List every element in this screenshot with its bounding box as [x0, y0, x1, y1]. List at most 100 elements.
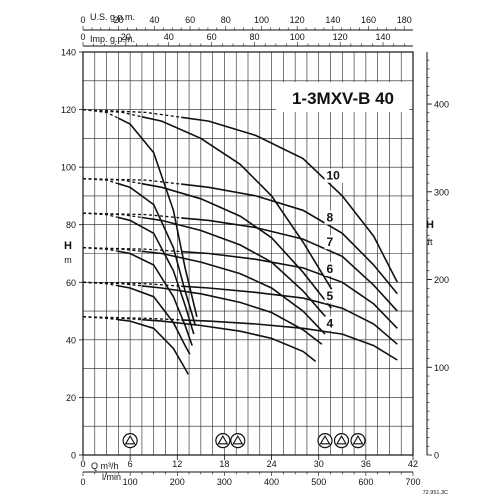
right-axis-tick-label: 400 [434, 100, 449, 110]
plot-frame [82, 51, 414, 456]
top-us-tick-label: 20 [114, 15, 124, 25]
top-us-tick-label: 180 [397, 15, 412, 25]
bottom-lmin-label: l/min [102, 472, 121, 482]
curve-7-solid [181, 217, 398, 312]
curve-10-solid [141, 116, 336, 295]
right-axis-tick-label: 100 [434, 363, 449, 373]
top-us-tick-label: 0 [80, 15, 85, 25]
top-us-tick-label: 40 [149, 15, 159, 25]
left-axis-tick-label: 100 [61, 163, 76, 173]
bottom-m3h-tick-label: 12 [172, 459, 182, 469]
curve-6-solid [118, 250, 193, 346]
curve-10-solid [118, 117, 198, 317]
bottom-m3h-tick-label: 36 [361, 459, 371, 469]
left-axis-tick-label: 80 [66, 220, 76, 230]
top-us-tick-label: 120 [290, 15, 305, 25]
top-us-tick-label: 140 [325, 15, 340, 25]
bottom-lmin-tick-label: 700 [405, 477, 420, 487]
bottom-m3h-tick-label: 0 [80, 459, 85, 469]
curve-label-bg [324, 289, 338, 304]
top-imp-tick-label: 40 [164, 32, 174, 42]
bottom-lmin-tick-label: 300 [217, 477, 232, 487]
bottom-lmin-tick-label: 0 [80, 477, 85, 487]
footer-code: 72.951.3C [423, 490, 448, 496]
top-us-tick-label: 80 [221, 15, 231, 25]
left-axis-tick-label: 140 [61, 48, 76, 58]
bottom-m3h-tick-label: 42 [408, 459, 418, 469]
right-axis-tick-label: 200 [434, 275, 449, 285]
left-axis-tick-label: 0 [71, 451, 76, 461]
top-us-tick-label: 60 [185, 15, 195, 25]
top-us-tick-label: 160 [361, 15, 376, 25]
pole-symbol-triangle [352, 435, 364, 445]
curve-label-4: 4 [327, 316, 334, 330]
bottom-m3h-tick-label: 18 [219, 459, 229, 469]
left-axis-tick-label: 40 [66, 335, 76, 345]
pole-symbol-triangle [319, 435, 331, 445]
top-us-gpm-label: U.S. g.p.m. [90, 12, 135, 22]
curve-6-dashed [82, 247, 182, 253]
curve-4-solid [141, 318, 317, 363]
curve-5-solid [141, 285, 323, 345]
bottom-m3h-tick-label: 30 [314, 459, 324, 469]
chart-axes [79, 26, 432, 476]
curve-label-5: 5 [327, 289, 334, 303]
bottom-lmin-tick-label: 200 [170, 477, 185, 487]
curve-label-bg [324, 210, 338, 225]
top-imp-tick-label: 80 [249, 32, 259, 42]
curve-label-8: 8 [327, 210, 334, 224]
curve-5-solid [181, 285, 398, 345]
right-axis-label: H [426, 219, 434, 231]
curve-10-dashed [82, 108, 182, 118]
pole-symbol-triangle [217, 435, 229, 445]
chart-title: 1-3MXV-B 40 [292, 89, 394, 108]
curve-7-dashed [82, 212, 182, 219]
curve-7-solid [118, 216, 195, 335]
bottom-q-m3h-label: Q m³/h [91, 461, 119, 471]
pole-symbol-triangle [336, 435, 347, 445]
pole-symbol-triangle [232, 435, 244, 445]
curve-label-10: 10 [327, 169, 341, 183]
top-imp-tick-label: 60 [207, 32, 217, 42]
left-axis-tick-label: 60 [66, 278, 76, 288]
bottom-m3h-tick-label: 24 [267, 459, 277, 469]
curve-5-dashed [82, 281, 182, 287]
left-axis-tick-label: 120 [61, 105, 76, 115]
curve-label-bg [324, 235, 338, 250]
curve-label-7: 7 [327, 235, 334, 249]
curve-label-6: 6 [327, 262, 334, 276]
curve-8-solid [181, 183, 398, 295]
left-axis-label: H [64, 240, 72, 252]
curve-label-bg [324, 316, 338, 331]
bottom-lmin-tick-label: 400 [264, 477, 279, 487]
curve-10-solid [181, 116, 399, 283]
curve-8-solid [141, 182, 332, 309]
curve-6-solid [181, 250, 398, 329]
pump-curves [82, 108, 399, 375]
pole-symbol-triangle [124, 435, 136, 445]
top-imp-tick-label: 100 [290, 32, 305, 42]
bottom-lmin-tick-label: 500 [311, 477, 326, 487]
curve-8-solid [118, 182, 197, 326]
right-axis-tick-label: 0 [434, 451, 439, 461]
bottom-lmin-tick-label: 600 [358, 477, 373, 487]
left-axis-tick-label: 20 [66, 393, 76, 403]
top-imp-tick-label: 20 [121, 32, 131, 42]
curve-6-solid [141, 250, 326, 335]
top-imp-tick-label: 140 [376, 32, 391, 42]
curve-8-dashed [82, 178, 182, 185]
right-axis-unit: ft [427, 237, 433, 247]
curve-label-bg [324, 261, 338, 276]
chart-title-box [276, 82, 409, 112]
top-imp-tick-label: 120 [333, 32, 348, 42]
top-us-tick-label: 100 [254, 15, 269, 25]
left-axis-unit: m [64, 255, 72, 265]
bottom-m3h-tick-label: 6 [128, 459, 133, 469]
curve-label-bg [324, 168, 347, 183]
top-imp-gpm-label: Imp. g.p.m. [90, 34, 135, 44]
curve-4-solid [118, 318, 190, 375]
bottom-lmin-tick-label: 100 [123, 477, 138, 487]
curve-4-dashed [82, 316, 182, 321]
